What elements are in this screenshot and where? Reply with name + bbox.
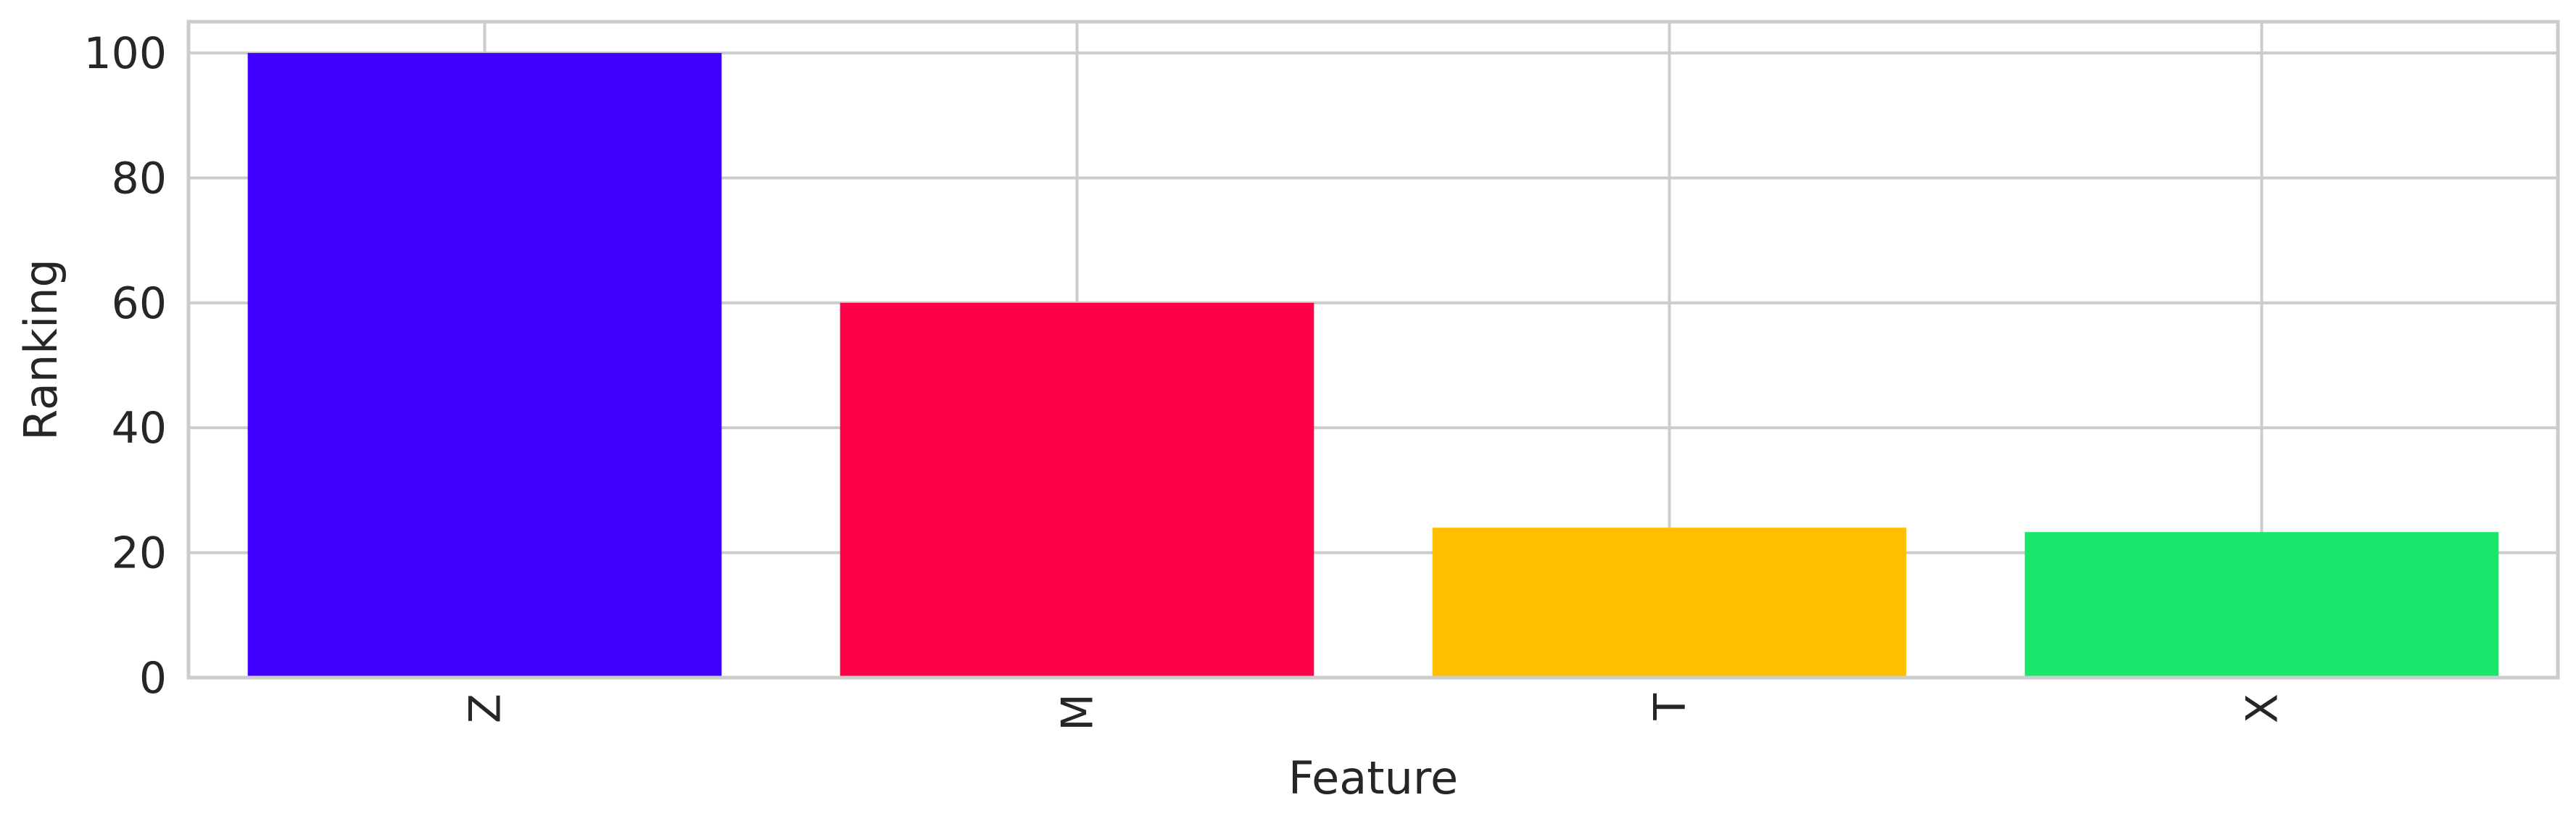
axes-frame <box>186 20 2560 680</box>
bar-z <box>247 53 722 678</box>
y-tick-label: 0 <box>139 653 167 704</box>
x-tick-label: M <box>1053 694 1103 731</box>
y-tick-label: 100 <box>83 28 167 79</box>
y-axis-label: Ranking <box>15 259 67 441</box>
bar-x <box>2024 532 2499 678</box>
x-axis-label: Feature <box>1288 752 1458 804</box>
plot-area <box>186 20 2560 680</box>
bars <box>247 53 2499 678</box>
x-tick-label: Z <box>460 694 511 723</box>
bar-t <box>1432 528 1907 678</box>
y-tick-label: 20 <box>112 528 167 579</box>
y-tick-label: 80 <box>112 153 167 204</box>
y-tick-labels: 0 20 40 60 80 100 <box>83 28 167 704</box>
bar-m <box>840 302 1314 678</box>
y-tick-label: 60 <box>112 278 167 329</box>
x-tick-label: T <box>1645 694 1696 721</box>
x-tick-label: X <box>2237 694 2288 723</box>
y-tick-label: 40 <box>112 403 167 454</box>
